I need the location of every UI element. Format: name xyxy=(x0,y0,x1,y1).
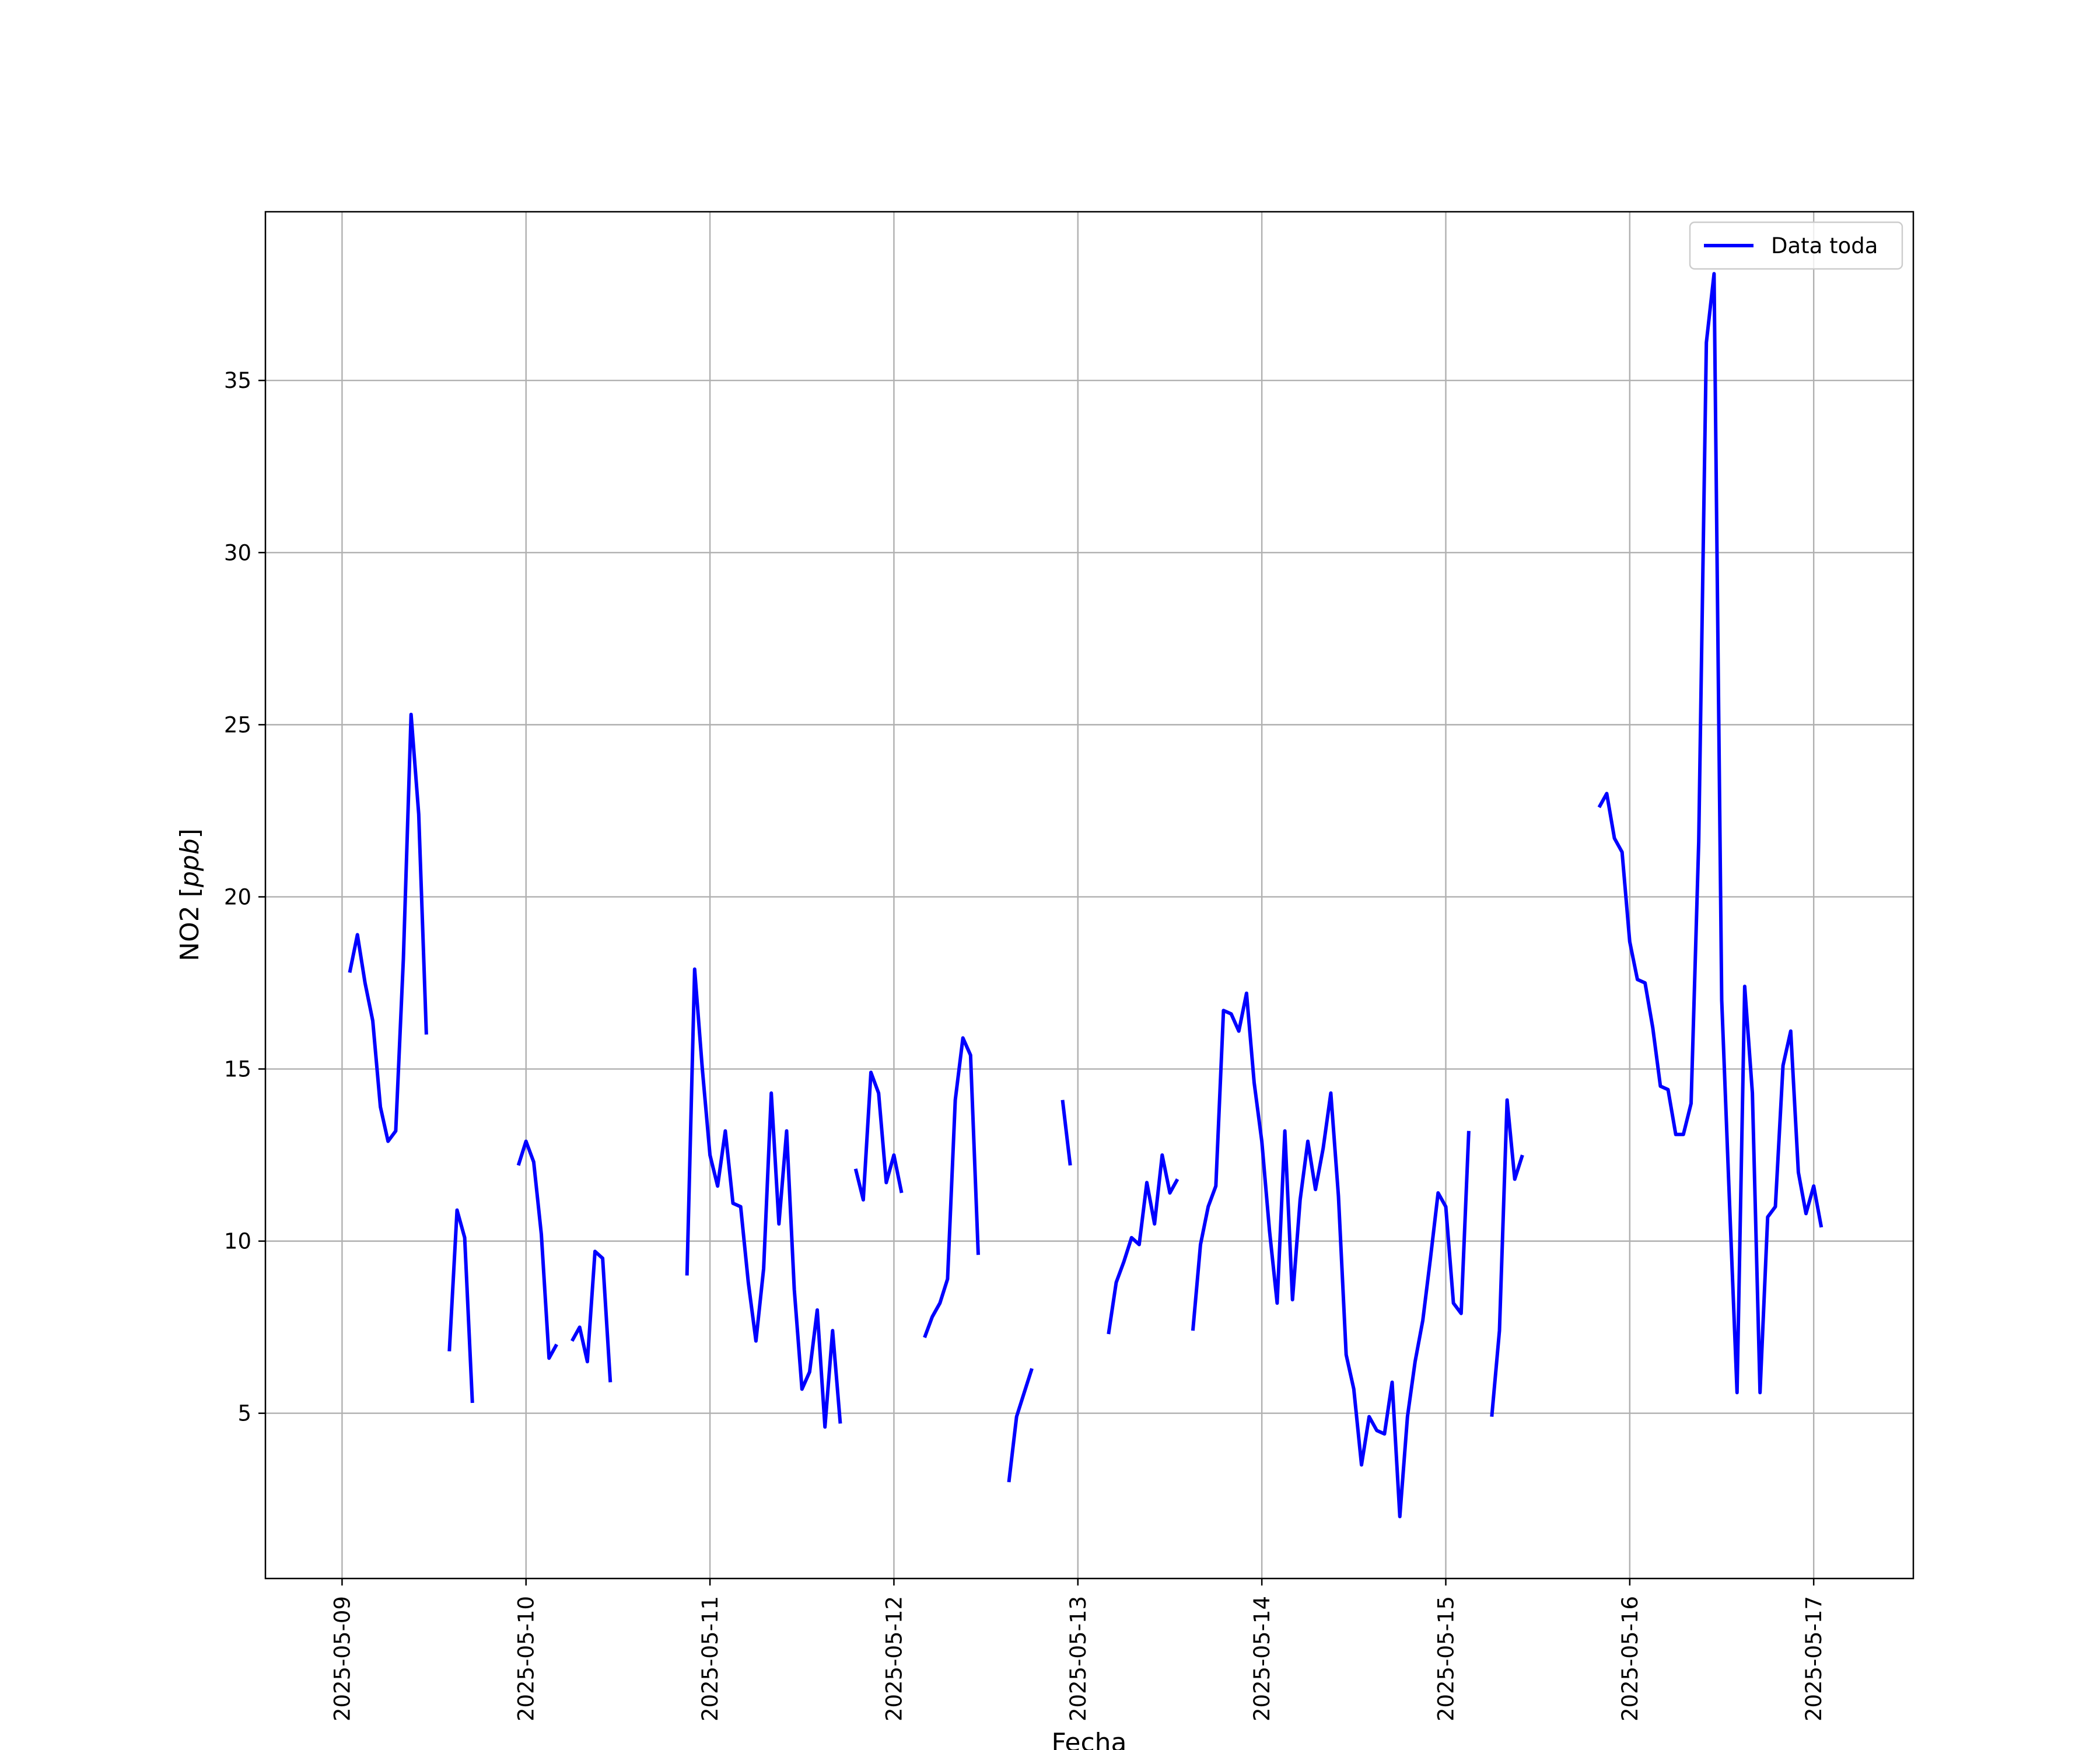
series-segment xyxy=(570,1250,612,1382)
series-segment xyxy=(1060,1100,1072,1166)
x-axis-ticks: 2025-05-09 2025-05-10 2025-05-11 2025-05-12… xyxy=(330,1578,1826,1721)
y-tick-label: 20 xyxy=(224,884,251,909)
series-segment xyxy=(348,712,428,1143)
series-segment xyxy=(1107,1153,1180,1335)
x-tick-label: 2025-05-16 xyxy=(1618,1596,1643,1721)
series-segment xyxy=(1597,272,1824,1395)
x-tick-label: 2025-05-09 xyxy=(330,1596,355,1721)
y-tick-label: 35 xyxy=(224,368,251,393)
y-tick-label: 10 xyxy=(224,1229,251,1254)
series-segment xyxy=(1490,1098,1524,1417)
x-tick-label: 2025-05-10 xyxy=(514,1596,539,1721)
legend-box xyxy=(1689,221,1903,270)
series-segment xyxy=(923,1036,980,1338)
y-tick-label: 15 xyxy=(224,1057,251,1082)
series-lines xyxy=(348,272,1824,1518)
y-axis-title-main: NO2 [ xyxy=(175,887,205,961)
grid-lines xyxy=(265,212,1913,1578)
legend-label: Data toda xyxy=(1771,233,1878,258)
series-segment xyxy=(516,1139,558,1360)
y-tick-label: 25 xyxy=(224,712,251,737)
plot-frame xyxy=(264,211,1915,1580)
x-axis-title: Fecha xyxy=(1051,1728,1126,1750)
y-tick-label: 5 xyxy=(237,1401,251,1426)
y-axis-title: NO2 [ppb] xyxy=(175,828,205,961)
plot-background xyxy=(265,212,1913,1578)
series-segment xyxy=(1191,991,1471,1518)
x-tick-label: 2025-05-17 xyxy=(1801,1596,1826,1721)
y-axis-title-unit: ppb xyxy=(175,838,205,888)
x-tick-label: 2025-05-13 xyxy=(1066,1596,1091,1721)
series-segment xyxy=(1007,1368,1034,1483)
x-tick-label: 2025-05-11 xyxy=(698,1596,723,1721)
y-tick-label: 30 xyxy=(224,540,251,565)
x-tick-label: 2025-05-15 xyxy=(1433,1596,1458,1721)
legend: Data toda xyxy=(1689,221,1903,270)
x-tick-label: 2025-05-12 xyxy=(881,1596,907,1721)
series-segment xyxy=(685,967,842,1429)
y-axis-ticks: 5 10 15 20 25 30 35 xyxy=(224,368,265,1426)
series-segment xyxy=(447,1208,474,1404)
x-tick-label: 2025-05-14 xyxy=(1250,1596,1275,1721)
series-segment xyxy=(853,1070,904,1202)
y-axis-title-close: ] xyxy=(175,828,205,838)
